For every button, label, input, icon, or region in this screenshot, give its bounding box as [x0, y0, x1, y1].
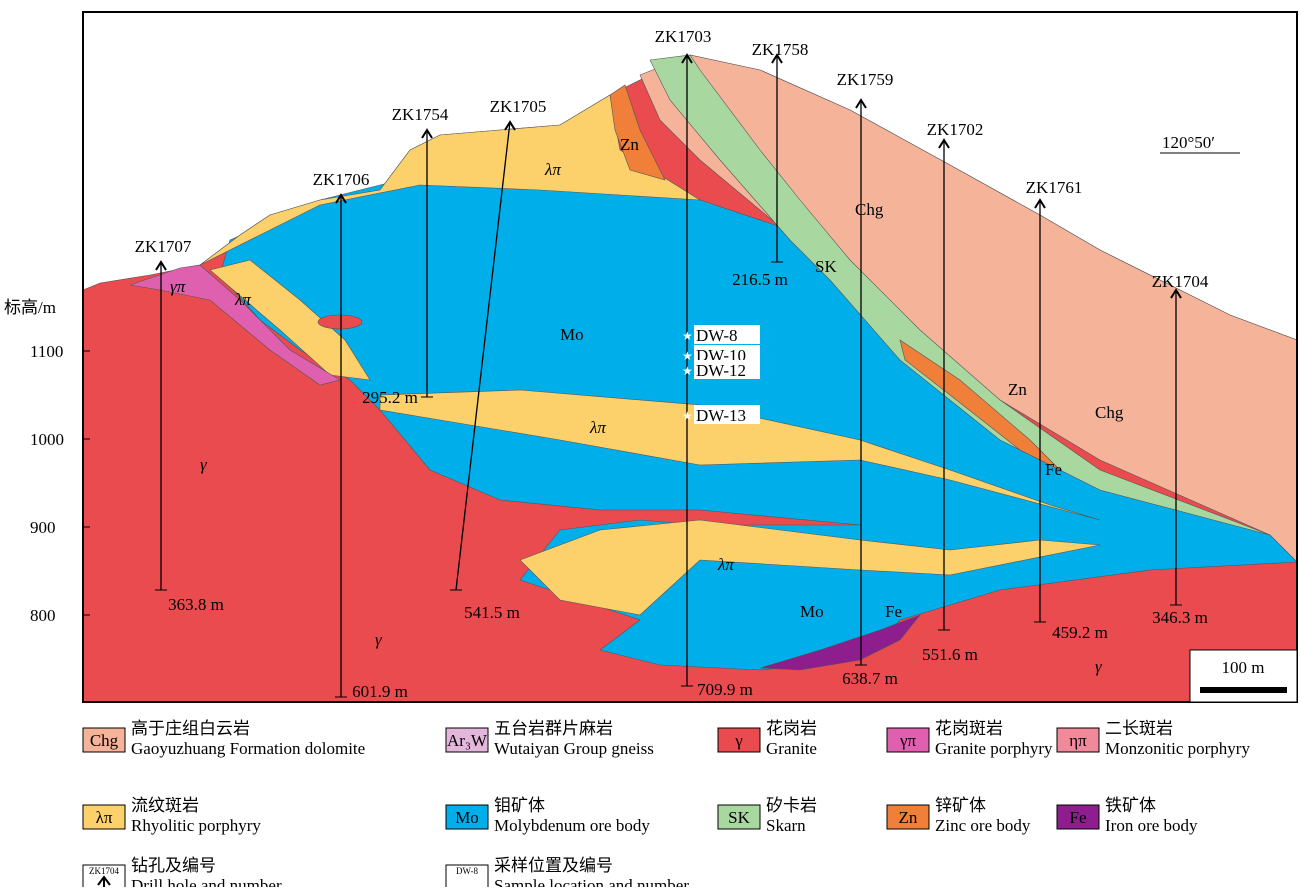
- drill-hole-name: ZK1702: [927, 120, 984, 139]
- legend-zh: 钻孔及编号: [131, 856, 216, 875]
- axis-tick-label: 800: [30, 606, 56, 625]
- legend-zh: 五台岩群片麻岩: [494, 719, 613, 738]
- unit-label: Chg: [1095, 403, 1124, 422]
- legend-en: Wutaiyan Group gneiss: [494, 739, 654, 758]
- drill-hole-name: ZK1707: [135, 237, 192, 256]
- legend-en: Molybdenum ore body: [494, 816, 650, 835]
- granite-lens: [318, 315, 362, 329]
- legend-en: Granite porphyry: [935, 739, 1053, 758]
- unit-label: λπ: [234, 290, 251, 309]
- drill-hole-depth: 541.5 m: [464, 603, 520, 622]
- drill-hole-name: ZK1754: [392, 105, 449, 124]
- sample-star: ★: [682, 364, 693, 378]
- legend-symbol: ηπ: [1069, 731, 1087, 750]
- legend-zh: 花岗斑岩: [935, 719, 1003, 738]
- drill-hole-name: ZK1758: [752, 40, 809, 59]
- sample-star: ★: [682, 409, 693, 423]
- unit-label: Zn: [620, 135, 639, 154]
- legend-en: Zinc ore body: [935, 816, 1031, 835]
- drill-hole-name: ZK1703: [655, 27, 712, 46]
- unit-label: λπ: [589, 418, 606, 437]
- sample-label: DW-13: [696, 406, 746, 425]
- legend-zh: 流纹斑岩: [131, 796, 199, 815]
- axis-tick-label: 900: [30, 518, 56, 537]
- legend-symbol: ZK1704: [89, 866, 119, 876]
- drill-hole-depth: 346.3 m: [1152, 608, 1208, 627]
- legend-en: Rhyolitic porphyry: [131, 816, 261, 835]
- legend-zh: 钼矿体: [494, 796, 545, 815]
- page: {"axis":{"label":"标高/m","ticks":["1100",…: [0, 0, 1301, 892]
- drill-hole-name: ZK1759: [837, 70, 894, 89]
- legend-symbol: Chg: [90, 731, 119, 750]
- drill-hole-depth: 638.7 m: [842, 669, 898, 688]
- legend-symbol: DW-8: [456, 866, 478, 876]
- sample-star: ★: [682, 349, 693, 363]
- drill-hole-name: ZK1706: [313, 170, 370, 189]
- legend-symbol: Ar₃W: [447, 731, 488, 750]
- legend-en: Drill hole and number: [131, 876, 282, 887]
- legend-symbol: γπ: [899, 731, 917, 750]
- drill-hole-depth: 459.2 m: [1052, 623, 1108, 642]
- sample-label: DW-12: [696, 361, 746, 380]
- unit-label: Zn: [1008, 380, 1027, 399]
- axis-label: 标高/m: [4, 298, 56, 317]
- drill-hole-depth: 551.6 m: [922, 645, 978, 664]
- unit-label: Mo: [800, 602, 824, 621]
- axis-tick-label: 1100: [30, 342, 63, 361]
- section-diagram: 标高/m 1100 1000 900 800 120°50′ 100 m ZK1707 363.…: [0, 0, 1301, 887]
- legend-symbol: SK: [728, 808, 750, 827]
- legend-zh: 铁矿体: [1105, 796, 1156, 815]
- legend-en: Sample location and number: [494, 876, 689, 887]
- unit-label: SK: [815, 257, 837, 276]
- unit-label: Mo: [560, 325, 584, 344]
- drill-hole-depth: 363.8 m: [168, 595, 224, 614]
- drill-hole-depth: 216.5 m: [732, 270, 788, 289]
- unit-label: λπ: [544, 160, 561, 179]
- drill-hole-name: ZK1704: [1152, 272, 1209, 291]
- unit-label: γπ: [170, 277, 186, 296]
- scale-label: 100 m: [1222, 658, 1265, 677]
- sample-star: ★: [682, 329, 693, 343]
- legend-en: Monzonitic porphyry: [1105, 739, 1250, 758]
- drill-hole-name: ZK1705: [490, 97, 547, 116]
- drill-hole-depth: 601.9 m: [352, 682, 408, 701]
- legend-symbol: Zn: [899, 808, 918, 827]
- unit-label: λπ: [717, 555, 734, 574]
- legend-en: Skarn: [766, 816, 806, 835]
- legend-en: Granite: [766, 739, 817, 758]
- orientation: 120°50′: [1162, 133, 1215, 152]
- axis-tick-label: 1000: [30, 430, 64, 449]
- scale-bar: [1200, 687, 1287, 693]
- unit-label: Fe: [885, 602, 902, 621]
- legend-zh: 锌矿体: [935, 796, 986, 815]
- legend-symbol: Fe: [1070, 808, 1087, 827]
- drill-hole-name: ZK1761: [1026, 178, 1083, 197]
- unit-label: Fe: [1045, 460, 1062, 479]
- legend-symbol: λπ: [96, 808, 113, 827]
- legend-zh: 高于庄组白云岩: [131, 719, 250, 738]
- legend-zh: 花岗岩: [766, 719, 817, 738]
- drill-hole-depth: 295.2 m: [362, 388, 418, 407]
- unit-label: Chg: [855, 200, 884, 219]
- legend-zh: 采样位置及编号: [494, 856, 613, 875]
- legend-en: Gaoyuzhuang Formation dolomite: [131, 739, 365, 758]
- legend-zh: 二长斑岩: [1105, 719, 1173, 738]
- legend-zh: 矽卡岩: [766, 796, 817, 815]
- legend-symbol: γ: [734, 731, 743, 750]
- sample-label: DW-8: [696, 326, 738, 345]
- drill-hole-depth: 709.9 m: [697, 680, 753, 699]
- legend-en: Iron ore body: [1105, 816, 1198, 835]
- legend-symbol: Mo: [455, 808, 479, 827]
